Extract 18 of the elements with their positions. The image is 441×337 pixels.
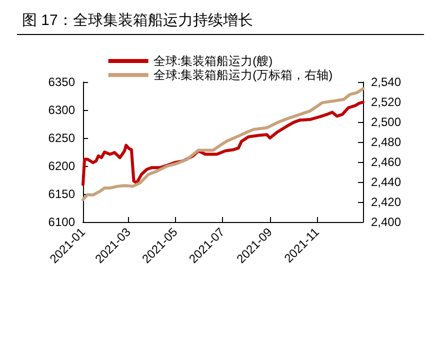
y2-tick-label: 2,500 bbox=[371, 115, 402, 129]
y2-tick-label: 2,540 bbox=[371, 75, 402, 89]
y-tick-label: 6200 bbox=[48, 159, 76, 173]
y-tick-label: 6300 bbox=[48, 103, 76, 117]
legend-label: 全球:集装箱船运力(万标箱，右轴) bbox=[153, 68, 333, 82]
y2-tick-label: 2,520 bbox=[371, 95, 402, 109]
legend-label: 全球:集装箱船运力(艘) bbox=[153, 54, 273, 68]
y2-tick-label: 2,480 bbox=[371, 135, 402, 149]
y-tick-label: 6250 bbox=[48, 131, 76, 145]
line-series bbox=[82, 87, 364, 202]
y2-tick-label: 2,400 bbox=[371, 215, 402, 229]
y-tick-label: 6350 bbox=[48, 75, 76, 89]
y2-tick-label: 2,420 bbox=[371, 195, 402, 209]
y-tick-label: 6150 bbox=[48, 187, 76, 201]
y2-tick-label: 2,460 bbox=[371, 155, 402, 169]
chart-title: 图 17：全球集装箱船运力持续增长 bbox=[22, 12, 253, 29]
y2-tick-label: 2,440 bbox=[371, 175, 402, 189]
y-tick-label: 6100 bbox=[48, 215, 76, 229]
